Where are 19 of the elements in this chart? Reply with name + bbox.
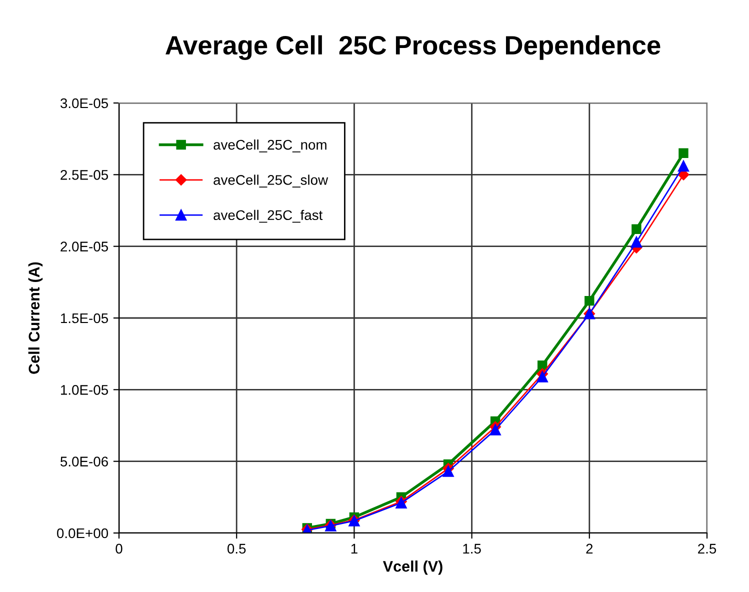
legend-label: aveCell_25C_nom [214, 140, 326, 152]
x-tick-label: 0.5 [227, 544, 246, 554]
y-tick-label: 2.5E-05 [60, 170, 108, 180]
y-tick-label: 5.0E-06 [60, 456, 108, 467]
x-tick-label: 0 [116, 544, 122, 554]
y-tick-label: 2.0E-05 [60, 242, 108, 252]
y-tick-label: 3.0E-05 [60, 98, 108, 108]
y-axis-title: Cell Current (A) [28, 262, 43, 374]
y-tick-label: 1.0E-05 [61, 385, 108, 395]
x-axis-title: Vcell (V) [382, 560, 442, 575]
x-tick-label: 2 [586, 544, 593, 554]
legend-label: aveCell_25C_slow [214, 174, 328, 188]
x-tick-label: 1.5 [463, 544, 481, 554]
x-tick-label: 1 [351, 544, 358, 554]
y-tick-label: 0.0E+00 [56, 528, 108, 538]
y-tick-label: 1.5E-05 [61, 313, 108, 324]
chart-title: Average Cell 25C Process Dependence [166, 35, 660, 60]
x-tick-label: 2.5 [698, 544, 716, 554]
legend-label: aveCell_25C_fast [214, 210, 323, 223]
